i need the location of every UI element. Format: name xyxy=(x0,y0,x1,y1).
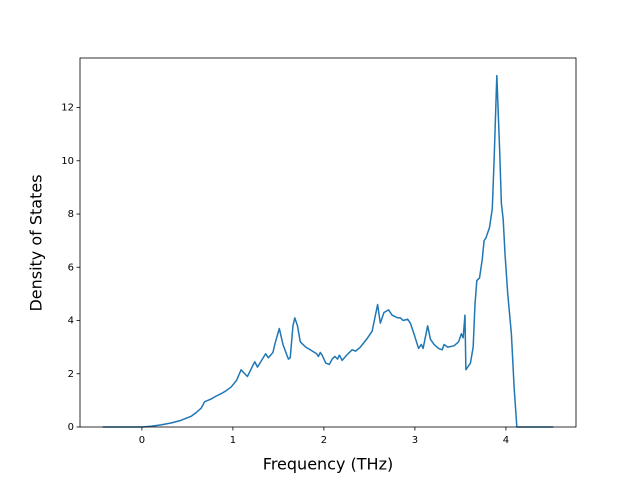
y-tick-label: 2 xyxy=(68,369,74,380)
y-tick-label: 12 xyxy=(61,103,74,114)
y-tick-label: 6 xyxy=(68,262,74,273)
x-axis-label: Frequency (THz) xyxy=(263,455,393,474)
line xyxy=(102,74,554,428)
y-axis-label: Density of States xyxy=(27,174,46,311)
axes-frame xyxy=(79,57,577,428)
y-tick-label: 10 xyxy=(61,156,74,167)
x-tick-label: 3 xyxy=(412,435,418,446)
y-tick-label: 4 xyxy=(68,316,74,327)
y-tick-label: 8 xyxy=(68,209,74,220)
y-tick-label: 0 xyxy=(68,422,74,433)
x-tick-label: 1 xyxy=(230,435,236,446)
x-tick-label: 4 xyxy=(503,435,509,446)
x-tick-label: 0 xyxy=(139,435,145,446)
x-tick-label: 2 xyxy=(321,435,327,446)
